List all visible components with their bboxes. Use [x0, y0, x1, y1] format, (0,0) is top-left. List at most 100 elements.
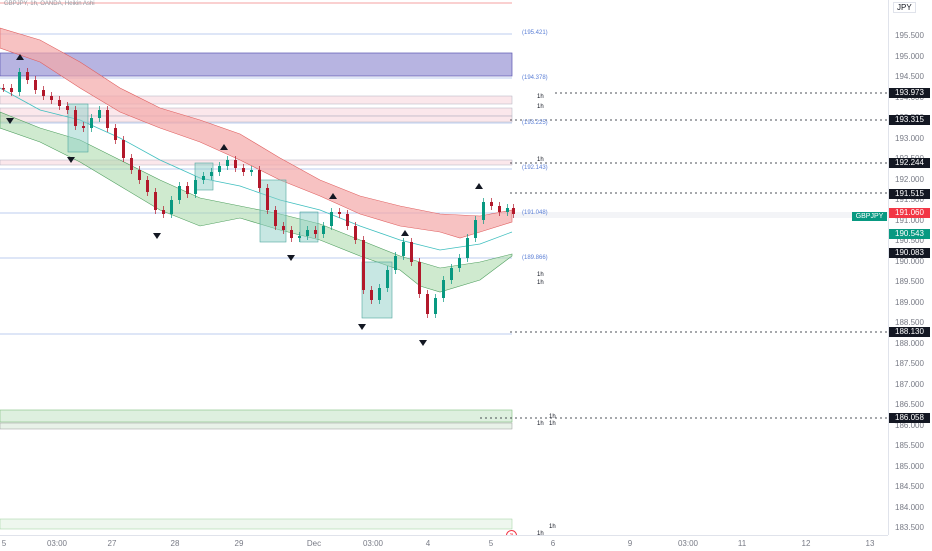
price-tick-label: 185.500	[895, 441, 924, 450]
demand-zone	[0, 422, 513, 430]
timeframe-label: 1h	[537, 104, 544, 110]
time-tick-label: 5	[488, 539, 494, 548]
price-tick-label: 190.000	[895, 256, 924, 266]
timeframe-label: 1h	[537, 421, 544, 427]
candle-body	[346, 214, 349, 226]
time-tick-label: 5	[1, 539, 7, 548]
price-tag: 188.130	[889, 327, 930, 337]
price-tick-label: 195.500	[895, 31, 924, 40]
resistance-zone	[0, 115, 513, 123]
timeframe-label: 1h	[549, 421, 556, 427]
price-tick-label: 189.000	[895, 297, 924, 307]
time-axis[interactable]	[0, 535, 888, 551]
time-tick-label: 03:00	[677, 539, 699, 548]
candle-body	[266, 188, 269, 210]
level-label: (189.866)	[522, 255, 548, 261]
time-tick-label: 13	[865, 539, 875, 548]
level-label: (191.048)	[522, 210, 548, 216]
price-tag: 191.515	[889, 189, 930, 199]
price-tag: 190.083	[889, 248, 930, 258]
candle-body	[26, 72, 29, 80]
price-tick-label: 186.500	[895, 400, 924, 409]
candle-body	[74, 110, 77, 126]
candle-body	[210, 172, 213, 176]
candle-body	[130, 158, 133, 170]
price-tick-label: 184.500	[895, 482, 924, 491]
candle-body	[58, 100, 61, 106]
candle-body	[10, 88, 13, 92]
order-block	[299, 211, 319, 243]
price-tag: 186.058	[889, 413, 930, 423]
time-tick-label: Dec	[306, 539, 322, 548]
candle-body	[2, 88, 5, 90]
pivot-low-marker	[358, 324, 366, 330]
candle-body	[114, 128, 117, 140]
price-tick-label: 183.500	[895, 523, 924, 532]
price-tick-label: 188.000	[895, 338, 924, 348]
candle-body	[194, 180, 197, 194]
candle-body	[42, 90, 45, 96]
candle-body	[426, 294, 429, 314]
candle-body	[186, 186, 189, 194]
level-label: (192.143)	[522, 165, 548, 171]
candle-body	[122, 140, 125, 158]
candle-body	[512, 208, 515, 214]
candle-body	[138, 170, 141, 180]
timeframe-label: 1h	[537, 280, 544, 286]
price-tick-label: 187.000	[895, 379, 924, 389]
time-tick-label: 27	[107, 539, 117, 548]
candle-body	[378, 288, 381, 300]
candle-body	[242, 168, 245, 172]
candle-body	[322, 226, 325, 234]
price-tick-label: 188.500	[895, 318, 924, 327]
time-tick-label: 28	[170, 539, 180, 548]
candle-body	[482, 202, 485, 220]
demand-zone	[0, 518, 513, 530]
candle-body	[50, 96, 53, 100]
bullish-cloud	[0, 111, 513, 293]
candle-body	[178, 186, 181, 200]
pivot-high-marker	[220, 144, 228, 150]
candle-body	[442, 280, 445, 298]
candle-body	[370, 290, 373, 300]
candle-body	[306, 230, 309, 236]
candle-body	[298, 236, 301, 238]
price-tick-label: 194.500	[895, 72, 924, 81]
bearish-cloud	[0, 27, 513, 239]
resistance-zone	[0, 95, 513, 105]
candle-body	[386, 270, 389, 288]
currency-label[interactable]: JPY	[893, 2, 916, 13]
price-tick-label: 192.000	[895, 174, 924, 184]
candle-body	[170, 200, 173, 214]
chart-area[interactable]	[0, 0, 888, 535]
candle-body	[474, 220, 477, 238]
candle-body	[154, 192, 157, 210]
candle-body	[202, 176, 205, 180]
time-tick-label: 6	[550, 539, 556, 548]
current-price-tag: 191.060	[889, 208, 930, 218]
candle-body	[466, 238, 469, 258]
candle-body	[234, 160, 237, 168]
pivot-low-marker	[419, 340, 427, 346]
candle-body	[34, 80, 37, 90]
candle-body	[354, 226, 357, 240]
candle-body	[82, 126, 85, 128]
chart-canvas[interactable]	[0, 0, 888, 535]
price-tag: 192.244	[889, 158, 930, 168]
indicator-price-tag: 190.543	[889, 229, 930, 239]
candle-body	[98, 110, 101, 118]
price-tick-label: 191.000	[895, 215, 924, 225]
candle-body	[490, 202, 493, 206]
pivot-low-marker	[67, 157, 75, 163]
supply-zone	[0, 52, 513, 77]
candle-body	[394, 256, 397, 270]
candle-body	[330, 212, 333, 226]
candle-body	[226, 160, 229, 166]
candle-body	[90, 118, 93, 128]
pivot-low-marker	[153, 233, 161, 239]
demand-zone	[0, 409, 513, 423]
candle-body	[498, 206, 501, 212]
price-tag: 193.315	[889, 115, 930, 125]
candle-body	[338, 212, 341, 214]
time-tick-label: 03:00	[46, 539, 68, 548]
